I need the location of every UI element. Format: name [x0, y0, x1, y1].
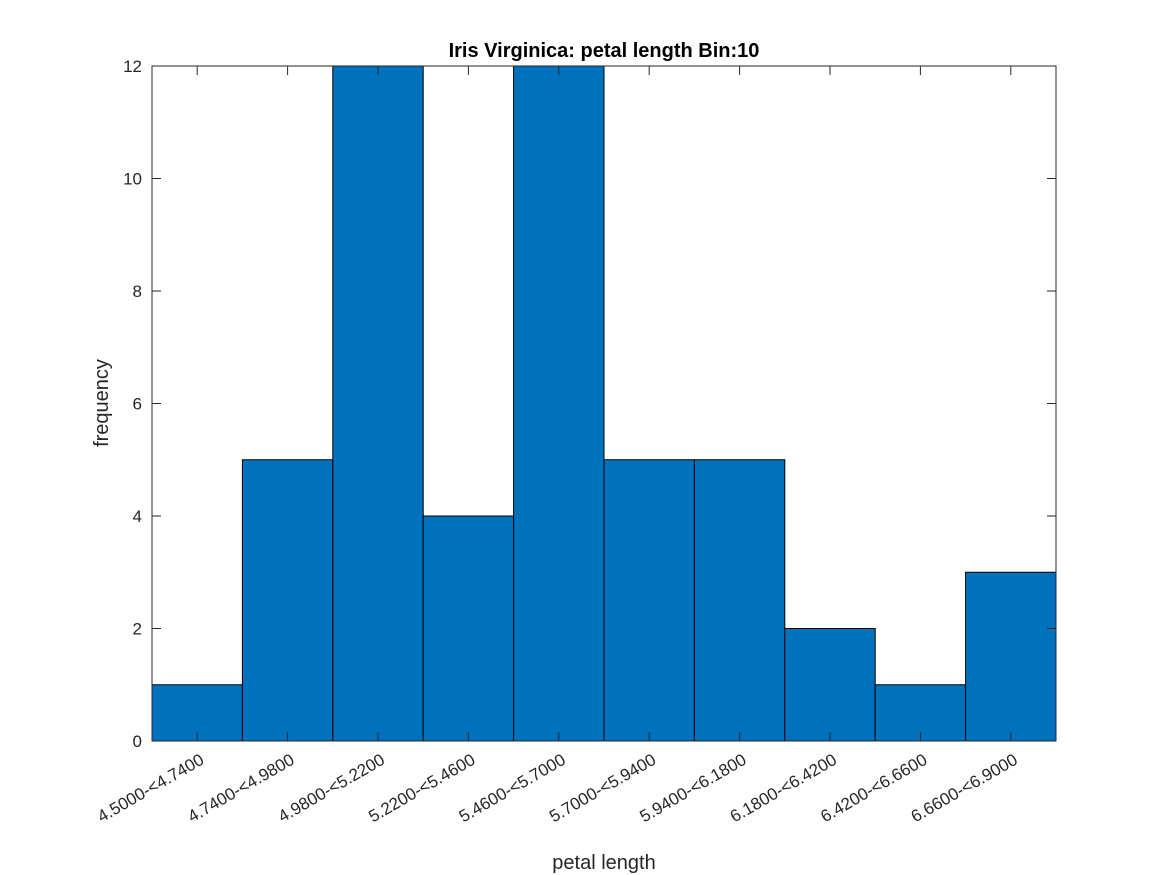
y-axis-label: frequency: [91, 359, 113, 447]
y-tick-label: 4: [133, 507, 142, 526]
bar: [874, 684, 967, 742]
y-ticks-group: 0 2 4 6 8 10 12: [123, 57, 1056, 751]
y-tick-label: 2: [133, 620, 142, 639]
bars-group: [151, 65, 1057, 742]
chart-title: Iris Virginica: petal length Bin:10: [449, 40, 760, 62]
y-tick-label: 10: [123, 170, 142, 189]
bar: [151, 684, 243, 742]
x-axis-label: petal length: [552, 852, 655, 874]
bar: [603, 459, 695, 742]
y-tick-label: 6: [133, 395, 142, 414]
bar: [965, 571, 1057, 742]
bar: [513, 65, 605, 742]
bar: [693, 459, 786, 742]
bar: [332, 65, 424, 742]
bar: [784, 628, 876, 742]
bar: [241, 459, 334, 742]
y-tick-label: 0: [133, 732, 142, 751]
bar: [422, 515, 515, 742]
y-tick-label: 8: [133, 282, 142, 301]
y-tick-label: 12: [123, 57, 142, 76]
